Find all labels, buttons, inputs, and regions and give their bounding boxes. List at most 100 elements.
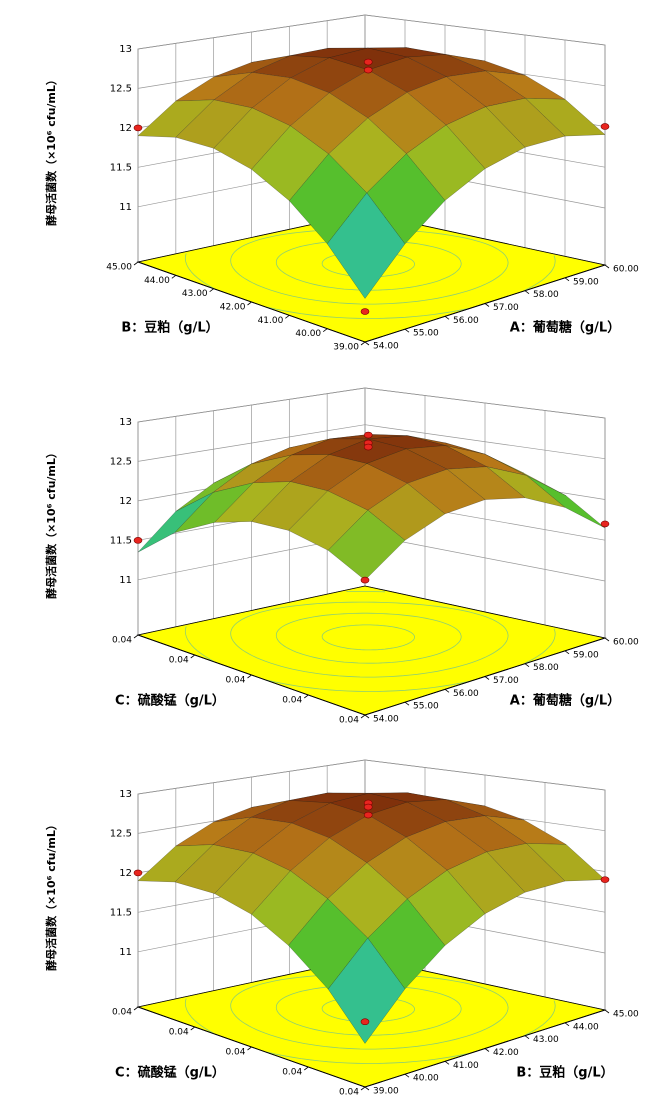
- x-tick-mark: [564, 1022, 570, 1027]
- x-tick-mark: [604, 264, 610, 269]
- surface-cell: [288, 898, 369, 990]
- x-tick-mark: [444, 689, 450, 693]
- y-tick-label: 41.00: [258, 316, 284, 326]
- surface-cell: [326, 192, 406, 299]
- design-point: [363, 431, 373, 439]
- floor-contour: [184, 626, 215, 662]
- surface-cell: [327, 463, 408, 511]
- y-axis-title: C：硫酸锰（g/L）: [115, 1065, 225, 1081]
- y-tick-label: 0.04: [282, 1068, 302, 1078]
- floor-contour: [321, 624, 416, 651]
- x-tick-mark: [444, 1061, 450, 1065]
- design-point: [133, 869, 143, 877]
- surface-cell: [251, 438, 331, 465]
- surface-cell: [327, 937, 406, 1044]
- x-tick-label: 57.00: [493, 303, 519, 313]
- y-tick-mark: [360, 714, 366, 719]
- surface-cell: [174, 482, 254, 533]
- surface-cell: [485, 97, 566, 148]
- x-tick-label: 44.00: [573, 1022, 599, 1032]
- z-tick-label: 13: [119, 417, 132, 428]
- z-tick-label: 12.5: [110, 828, 132, 839]
- x-tick-label: 60.00: [613, 638, 639, 648]
- y-tick-label: 0.04: [282, 696, 302, 706]
- y-tick-label: 0.04: [169, 656, 189, 666]
- z-tick-label: 11: [119, 947, 132, 958]
- x-tick-mark: [404, 1073, 410, 1078]
- surface-cell: [174, 844, 254, 894]
- floor-contour: [524, 628, 556, 664]
- surface-cell: [174, 72, 253, 102]
- y-tick-mark: [171, 275, 177, 279]
- y-tick-label: 0.04: [225, 676, 245, 686]
- x-tick-mark: [364, 714, 370, 719]
- z-axis-title: 酵母活菌数（×10⁶ cfu/mL）: [44, 74, 58, 226]
- surface-cell: [213, 481, 292, 523]
- design-point: [363, 443, 373, 451]
- z-tick-label: 13: [119, 789, 132, 800]
- x-tick-label: 42.00: [493, 1048, 519, 1058]
- floor-edge: [137, 1006, 606, 1088]
- z-tick-label: 12: [119, 496, 132, 507]
- x-tick-label: 59.00: [573, 650, 599, 660]
- x-tick-label: 58.00: [533, 663, 559, 673]
- y-axis-title: B：豆粕（g/L）: [121, 320, 218, 336]
- x-tick-label: 56.00: [453, 316, 479, 326]
- y-tick-mark: [190, 654, 195, 659]
- x-tick-mark: [364, 341, 370, 346]
- z-tick-label: 12.5: [110, 456, 132, 467]
- y-tick-mark: [285, 315, 290, 319]
- surface-cell: [328, 117, 407, 194]
- z-axis-title: 酵母活菌数（×10⁶ cfu/mL）: [44, 819, 58, 971]
- surface-cell: [213, 55, 291, 78]
- surface-cell: [212, 816, 293, 854]
- y-tick-mark: [247, 674, 252, 679]
- y-tick-label: 0.04: [112, 1008, 132, 1018]
- y-tick-mark: [247, 301, 252, 306]
- floor-contour: [524, 1000, 556, 1036]
- y-tick-label: 0.04: [225, 1048, 245, 1058]
- floor-contour: [184, 253, 215, 289]
- x-tick-label: 60.00: [613, 265, 639, 275]
- surface-panel: 11 11.5 12 12.5 13 39.00 40.00 41.00 42.00 43.00 4…: [44, 759, 639, 1098]
- design-point: [133, 537, 143, 544]
- design-point: [600, 123, 610, 130]
- x-axis-title: A：葡萄糖（g/L）: [510, 693, 620, 709]
- x-tick-label: 40.00: [413, 1074, 439, 1084]
- y-tick-label: 0.04: [169, 1028, 189, 1038]
- y-tick-mark: [133, 1006, 139, 1011]
- y-tick-label: 0.04: [339, 1088, 359, 1098]
- y-tick-label: 40.00: [295, 329, 321, 339]
- surface-cell: [406, 76, 487, 126]
- design-point: [133, 124, 143, 132]
- y-tick-mark: [247, 1046, 252, 1051]
- x-tick-mark: [564, 277, 570, 282]
- surface-panel: 11 11.5 12 12.5 13 54.00 55.00 56.00 57.00 58.00 5…: [44, 14, 639, 353]
- surface-cell: [251, 870, 329, 946]
- z-tick-label: 11: [119, 575, 132, 586]
- y-tick-mark: [360, 341, 366, 346]
- x-tick-label: 54.00: [373, 715, 399, 725]
- x-tick-mark: [364, 1086, 370, 1091]
- floor-contour: [267, 1051, 469, 1064]
- x-tick-label: 39.00: [373, 1087, 399, 1097]
- y-tick-label: 0.04: [339, 716, 359, 726]
- floor-edge: [137, 261, 606, 343]
- y-tick-label: 43.00: [182, 289, 208, 299]
- design-point: [360, 576, 370, 584]
- design-point: [363, 58, 373, 66]
- y-tick-mark: [360, 1086, 366, 1091]
- z-tick-label: 11.5: [110, 907, 132, 918]
- floor-contour: [275, 612, 462, 664]
- x-tick-mark: [404, 328, 410, 333]
- surface-cell: [366, 836, 448, 900]
- x-tick-mark: [484, 1048, 490, 1052]
- floor-contour: [267, 679, 469, 692]
- y-tick-mark: [209, 288, 214, 292]
- x-tick-label: 54.00: [373, 342, 399, 352]
- design-point: [363, 66, 373, 74]
- z-axis-title: 酵母活菌数（×10⁶ cfu/mL）: [44, 447, 58, 599]
- x-tick-mark: [564, 650, 570, 655]
- floor-contour: [184, 998, 215, 1034]
- z-tick-label: 13: [119, 44, 132, 55]
